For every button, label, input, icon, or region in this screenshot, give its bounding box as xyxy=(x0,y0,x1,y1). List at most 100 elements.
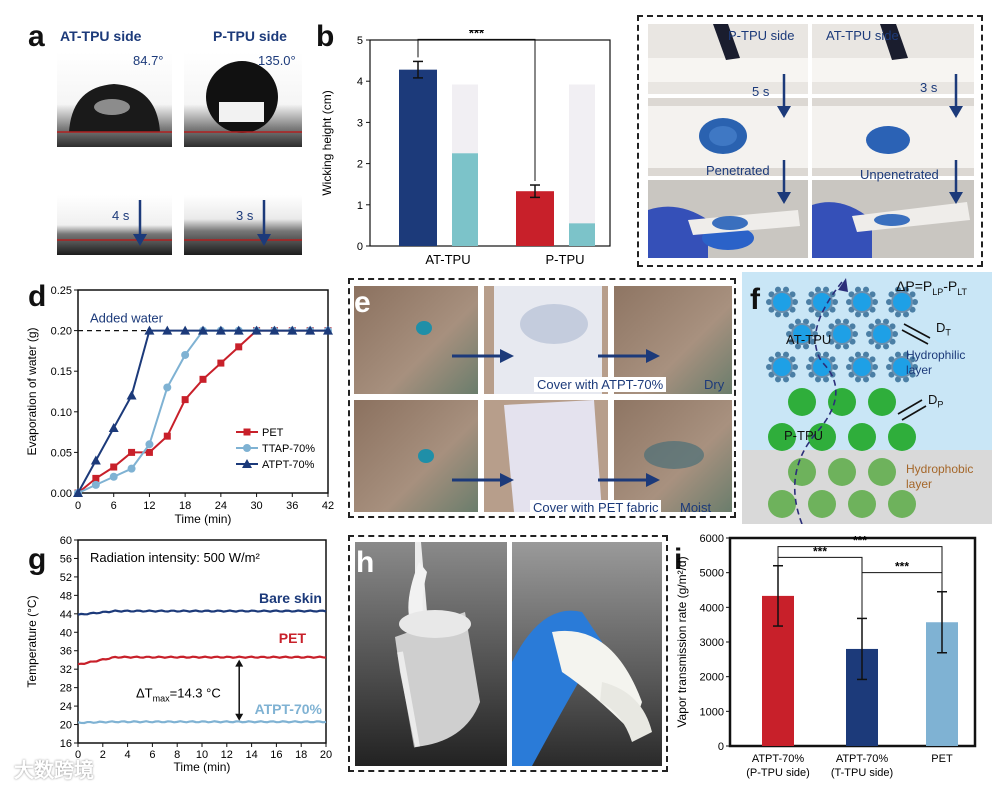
y-tick-label: 16 xyxy=(60,738,72,750)
hydrophilic-spike xyxy=(823,311,830,318)
data-point xyxy=(162,325,173,335)
y-tick-label: 52 xyxy=(60,572,72,584)
hydrophilic-spike xyxy=(883,318,890,325)
hydrophobic-particle xyxy=(848,490,876,518)
dt-marker xyxy=(901,329,929,345)
data-point xyxy=(199,375,207,383)
hydrophilic-spike xyxy=(814,311,821,318)
hydrophilic-spike xyxy=(812,331,818,337)
legend-label: ATPT-70% xyxy=(262,459,315,471)
x-tick-label: 4 xyxy=(125,749,131,761)
c-photo-p-top xyxy=(648,24,808,94)
arrow-right-icon xyxy=(598,349,660,363)
droplet-photo-at-tpu xyxy=(57,52,172,147)
panel-a-left-title: AT-TPU side xyxy=(60,28,142,44)
data-point xyxy=(269,325,280,335)
data-point xyxy=(287,325,298,335)
y-tick-label: 3000 xyxy=(700,637,724,649)
hydrophilic-spike xyxy=(883,343,890,350)
significance-bracket xyxy=(777,546,943,592)
data-point xyxy=(109,472,118,481)
y-tick-label: 0.10 xyxy=(51,407,72,419)
c-left-result: Penetrated xyxy=(706,163,770,178)
hydrophilic-spike xyxy=(903,311,910,318)
y-tick-label: 2000 xyxy=(700,672,724,684)
y-tick-label: 60 xyxy=(60,535,72,547)
hydrophilic-spike xyxy=(903,286,910,293)
at-tpu-particle xyxy=(853,293,871,311)
arrow-down-icon xyxy=(257,200,271,246)
e-photo-skin-top xyxy=(354,286,478,394)
x-category-label: ATPT-70% xyxy=(836,753,889,765)
hydrophilic-spike xyxy=(774,351,781,358)
significance-stars: *** xyxy=(853,534,867,548)
bar xyxy=(516,191,554,246)
x-tick-label: 10 xyxy=(196,749,208,761)
data-point xyxy=(92,474,100,482)
x-tick-label: 42 xyxy=(322,500,334,512)
hydrophilic-spike xyxy=(814,286,821,293)
hydrophilic-spike xyxy=(834,343,841,350)
y-tick-label: 28 xyxy=(60,683,72,695)
c-left-title: P-TPU side xyxy=(728,28,795,43)
y-tick-label: 0.05 xyxy=(51,447,72,459)
contact-angle-p-tpu: 135.0° xyxy=(258,53,296,68)
data-point xyxy=(110,463,118,471)
hydrophilic-spike xyxy=(886,299,892,305)
f-p-tpu-label: P-TPU xyxy=(784,428,823,443)
hydrophilic-spike xyxy=(863,311,870,318)
x-tick-label: 12 xyxy=(221,749,233,761)
hydrophilic-spike xyxy=(794,318,801,325)
bar xyxy=(399,69,437,246)
y-tick-label: 0.20 xyxy=(51,326,72,338)
y-tick-label: 4000 xyxy=(700,602,724,614)
arrow-down-icon xyxy=(777,160,791,204)
panel-a-right-title: P-TPU side xyxy=(213,28,287,44)
at-tpu-particle xyxy=(833,325,851,343)
y-tick-label: 0 xyxy=(718,741,724,753)
data-point xyxy=(235,343,243,351)
x-tick-label: 16 xyxy=(270,749,282,761)
series-label: PET xyxy=(279,630,307,646)
y-tick-label: 4 xyxy=(357,76,363,88)
annotation-radiation: Radiation intensity: 500 W/m² xyxy=(90,550,260,565)
y-axis-label: Vapor transmission rate (g/m²/d) xyxy=(675,556,689,727)
data-point xyxy=(215,325,226,335)
p-tpu-particle xyxy=(768,423,796,451)
panel-label-h: h xyxy=(356,546,375,579)
panel-label-i: i xyxy=(674,543,683,576)
arrow-down-icon xyxy=(777,74,791,118)
vapor-transmission-chart: 0 1000 2000 3000 4000 5000 6000 Vapor transmiss… xyxy=(675,533,977,779)
hydrophilic-spike xyxy=(843,318,850,325)
data-point xyxy=(145,448,153,456)
time-label-p-tpu: 3 s xyxy=(236,208,254,223)
plot-frame xyxy=(77,289,329,494)
time-label-at-tpu: 4 s xyxy=(112,208,130,223)
y-tick-label: 1 xyxy=(357,200,363,212)
p-tpu-particle xyxy=(808,423,836,451)
f-at-tpu-label: AT-TPU xyxy=(786,332,832,347)
series-label: ATPT-70% xyxy=(255,701,323,717)
hydrophilic-spike xyxy=(843,343,850,350)
arrow-down-icon xyxy=(949,160,963,204)
c-left-time: 5 s xyxy=(752,84,770,99)
e-caption-cover-pet: Cover with PET fabric xyxy=(530,500,662,515)
at-tpu-particle xyxy=(853,358,871,376)
hydrophilic-spike xyxy=(892,331,898,337)
y-tick-label: 44 xyxy=(60,609,72,621)
e-photo-cover-pet xyxy=(484,400,608,512)
p-tpu-particle xyxy=(868,388,896,416)
at-tpu-particle xyxy=(873,325,891,343)
x-axis-label: Time (min) xyxy=(175,512,232,526)
data-point xyxy=(181,350,190,359)
legend-label: TTAP-70% xyxy=(262,443,315,455)
x-tick-label: 18 xyxy=(179,500,191,512)
hydrophobic-particle xyxy=(768,490,796,518)
at-tpu-particle xyxy=(813,293,831,311)
y-tick-label: 0 xyxy=(357,241,363,253)
c-photo-at-top xyxy=(812,24,974,94)
dt-marker xyxy=(903,323,931,339)
x-tick-label: 12 xyxy=(143,500,155,512)
x-category-label: (T-TPU side) xyxy=(831,767,893,779)
y-tick-label: 5 xyxy=(357,35,363,47)
